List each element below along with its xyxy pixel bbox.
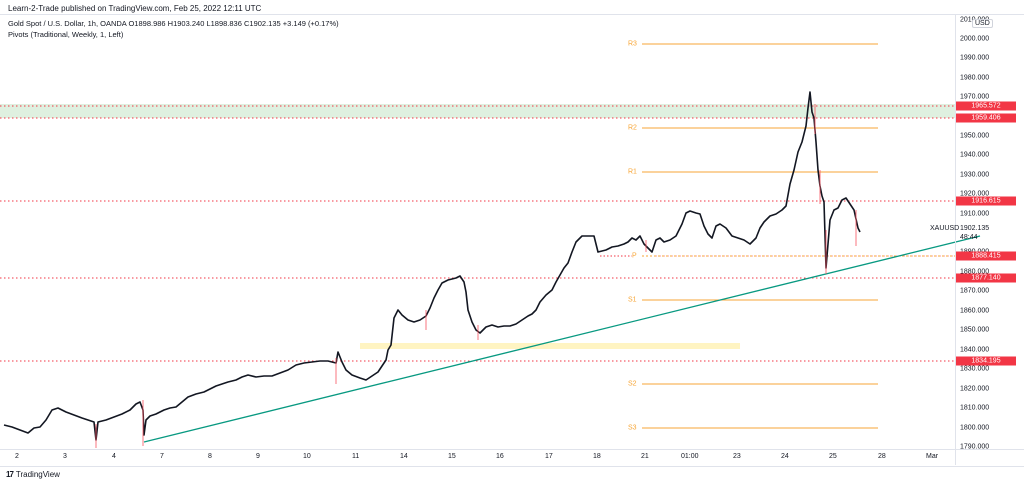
price-tick: 1980.000 xyxy=(960,74,990,82)
time-tick: 10 xyxy=(303,453,311,460)
current-price-label: 1902.135 xyxy=(960,225,990,232)
price-tick: 1790.000 xyxy=(960,443,990,451)
time-tick: 14 xyxy=(400,453,408,460)
time-tick: 25 xyxy=(829,453,837,460)
time-tick: 24 xyxy=(781,453,789,460)
price-tick: 1990.000 xyxy=(960,54,990,62)
time-tick: 8 xyxy=(208,453,212,460)
symbol-label: XAUUSD xyxy=(930,225,960,232)
time-tick: 16 xyxy=(496,453,504,460)
price-label-level: 1916.615 xyxy=(956,196,1016,206)
time-tick: 2 xyxy=(15,453,19,460)
footer-brand[interactable]: 17 TradingView xyxy=(6,470,60,479)
time-tick: 28 xyxy=(878,453,886,460)
price-tick: 1850.000 xyxy=(960,326,990,334)
currency-badge[interactable]: USD xyxy=(972,19,993,28)
price-tick: 2000.000 xyxy=(960,35,990,43)
price-tick: 1830.000 xyxy=(960,365,990,373)
chart-legend: Gold Spot / U.S. Dollar, 1h, OANDA O1898… xyxy=(8,18,339,40)
pivot-label-s3: S3 xyxy=(628,424,637,432)
pivot-label-p: P xyxy=(632,252,637,260)
time-tick: 7 xyxy=(160,453,164,460)
supply-zone xyxy=(0,104,955,118)
indicator-line: Pivots (Traditional, Weekly, 1, Left) xyxy=(8,30,124,39)
pivot-label-s2: S2 xyxy=(628,380,637,388)
chart-frame xyxy=(0,14,1024,467)
price-tick: 1800.000 xyxy=(960,424,990,432)
price-tick: 1910.000 xyxy=(960,210,990,218)
price-tick: 1970.000 xyxy=(960,93,990,101)
pivot-lines xyxy=(600,43,955,429)
tradingview-logo-icon: 17 xyxy=(6,470,14,479)
price-tick: 1820.000 xyxy=(960,385,990,393)
time-tick: 18 xyxy=(593,453,601,460)
candles xyxy=(3,91,861,448)
price-label-level: 1877.140 xyxy=(956,273,1016,283)
bar-countdown: 48:44 xyxy=(960,234,978,241)
symbol-ohlc-line: Gold Spot / U.S. Dollar, 1h, OANDA O1898… xyxy=(8,19,339,28)
time-tick: 9 xyxy=(256,453,260,460)
brand-name: TradingView xyxy=(15,470,60,479)
pivot-label-r3: R3 xyxy=(628,40,637,48)
time-tick: 3 xyxy=(63,453,67,460)
price-tick: 1870.000 xyxy=(960,287,990,295)
time-tick: 23 xyxy=(733,453,741,460)
price-tick: 1860.000 xyxy=(960,307,990,315)
price-label-level: 1834.195 xyxy=(956,356,1016,366)
price-tick: 1810.000 xyxy=(960,404,990,412)
price-label-level: 1965.572 xyxy=(956,101,1016,111)
price-tick: 1920.000 xyxy=(960,190,990,198)
price-tick: 1930.000 xyxy=(960,171,990,179)
time-tick: 15 xyxy=(448,453,456,460)
time-tick: 21 xyxy=(641,453,649,460)
time-tick: 4 xyxy=(112,453,116,460)
time-tick: 01:00 xyxy=(681,453,699,460)
price-tick: 1840.000 xyxy=(960,346,990,354)
publisher-line: Learn-2-Trade published on TradingView.c… xyxy=(8,4,262,13)
demand-zone xyxy=(360,343,740,349)
time-tick: Mar xyxy=(926,453,939,460)
price-label-level: 1888.415 xyxy=(956,251,1016,261)
ascending-trendline xyxy=(143,235,981,443)
price-axis-separator xyxy=(955,14,956,465)
pivot-label-r1: R1 xyxy=(628,168,637,176)
time-axis-separator xyxy=(0,449,1024,450)
price-tick: 1940.000 xyxy=(960,151,990,159)
pivot-label-r2: R2 xyxy=(628,124,637,132)
time-tick: 11 xyxy=(352,453,360,460)
price-tick: 1950.000 xyxy=(960,132,990,140)
horizontal-levels xyxy=(0,105,955,362)
time-tick: 17 xyxy=(545,453,553,460)
price-tick: 1880.000 xyxy=(960,268,990,276)
price-label-level: 1959.406 xyxy=(956,113,1016,123)
pivot-label-s1: S1 xyxy=(628,296,637,304)
